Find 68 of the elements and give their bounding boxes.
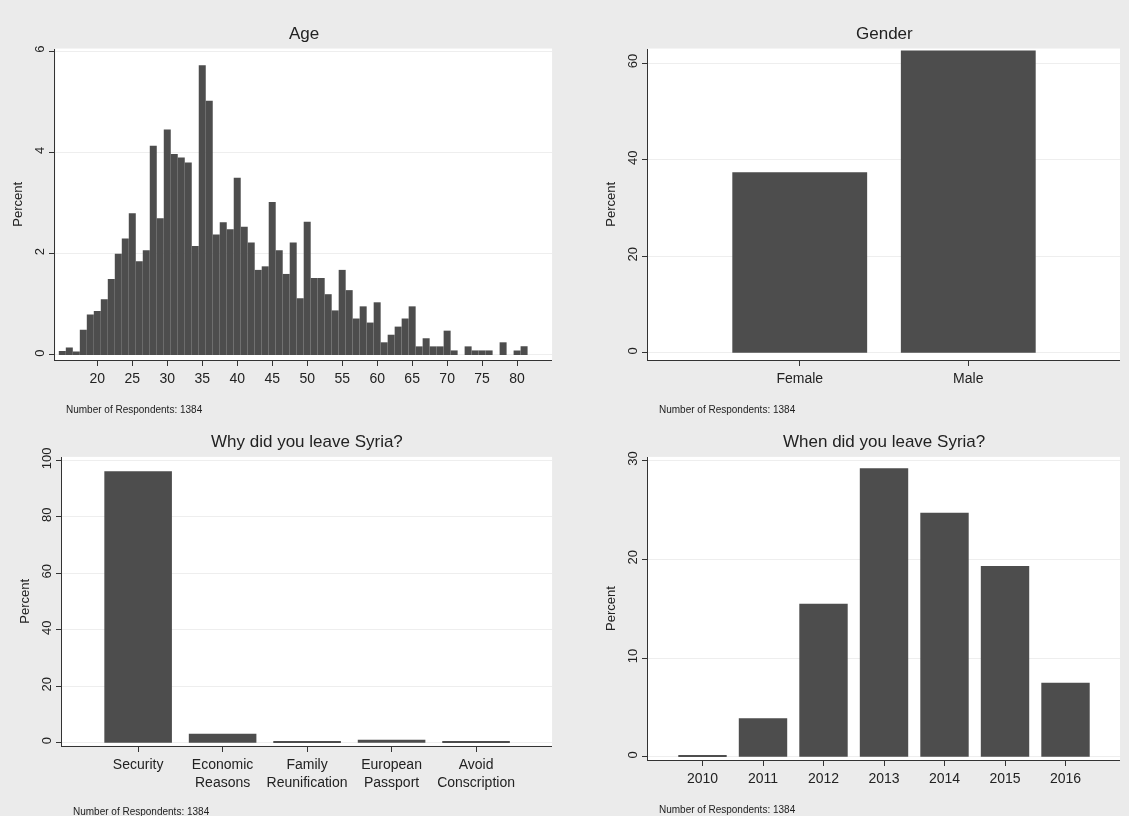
bar [188, 733, 257, 743]
text: Number of Respondents: 1384 [659, 804, 796, 815]
x-tick-label: Female [776, 369, 824, 386]
bar [104, 471, 172, 743]
y-tick-label: 0 [624, 347, 640, 355]
bar [980, 566, 1030, 757]
x-tick-label: 40 [229, 369, 246, 386]
bar [357, 739, 426, 743]
x-tick-label: 60 [369, 369, 386, 386]
x-tick-label: Avoid Conscription [437, 755, 515, 790]
x-tick-label: 2010 [686, 770, 719, 787]
x-tick-label: Security [112, 755, 164, 772]
bar [442, 740, 510, 743]
bar [920, 512, 969, 757]
bar [859, 468, 909, 757]
y-tick-label: 4 [32, 146, 48, 155]
chart-title: Why did you leave Syria? [211, 432, 403, 451]
x-tick-label: 2014 [928, 770, 961, 787]
y-tick-label: 20 [624, 550, 640, 565]
y-tick-label: 0 [38, 737, 54, 745]
x-tick-label: Economic Reasons [191, 755, 254, 790]
y-tick-label: 10 [624, 648, 640, 664]
x-tick-label: 2013 [868, 770, 900, 787]
x-tick-label: 55 [334, 369, 351, 386]
x-tick-label: 20 [89, 369, 106, 386]
y-tick-label: 2 [32, 248, 48, 256]
x-tick-label: 2016 [1049, 770, 1082, 787]
y-axis-title: Percent [16, 578, 32, 624]
x-tick-label: 35 [194, 369, 211, 386]
x-tick-label: Male [953, 369, 984, 386]
text: Number of Respondents: 1384 [659, 404, 796, 415]
y-axis-title: Percent [602, 181, 618, 227]
y-tick-label: 6 [32, 45, 48, 53]
y-tick-label: 30 [624, 451, 640, 466]
y-tick-label: 0 [624, 751, 640, 759]
bar [678, 754, 727, 757]
x-tick-label: 80 [509, 369, 526, 386]
y-tick-label: 60 [38, 564, 54, 579]
x-tick-label: 50 [299, 369, 316, 386]
y-tick-label: 40 [38, 620, 54, 636]
x-tick-label: 25 [124, 369, 141, 386]
bar [738, 718, 788, 757]
y-tick-label: 20 [38, 677, 54, 692]
x-tick-label: 70 [439, 369, 456, 386]
chart-title: When did you leave Syria? [783, 432, 986, 451]
x-tick-label: 45 [264, 369, 281, 386]
bar [273, 740, 341, 743]
x-tick-label: 30 [159, 369, 176, 386]
y-tick-label: 0 [32, 349, 48, 357]
x-tick-label: 2015 [989, 770, 1021, 787]
x-tick-label: 2012 [807, 770, 840, 787]
y-tick-label: 80 [38, 507, 54, 523]
x-tick-label: European Passport [361, 755, 422, 790]
y-tick-label: 40 [624, 150, 640, 165]
bar [1041, 682, 1090, 757]
y-axis-title: Percent [602, 585, 618, 632]
x-tick-label: 65 [404, 369, 421, 386]
chart-title: Gender [856, 24, 914, 43]
text: Number of Respondents: 1384 [66, 404, 203, 415]
y-tick-label: 20 [624, 247, 640, 262]
y-tick-label: 60 [624, 53, 640, 69]
x-tick-label: Family Reunification [266, 755, 348, 790]
x-tick-label: 2011 [747, 770, 779, 787]
y-tick-label: 100 [38, 447, 54, 470]
bar [799, 603, 848, 757]
chart-title: Age [289, 24, 320, 43]
x-tick-label: 75 [474, 369, 491, 386]
y-axis-title: Percent [10, 181, 26, 227]
